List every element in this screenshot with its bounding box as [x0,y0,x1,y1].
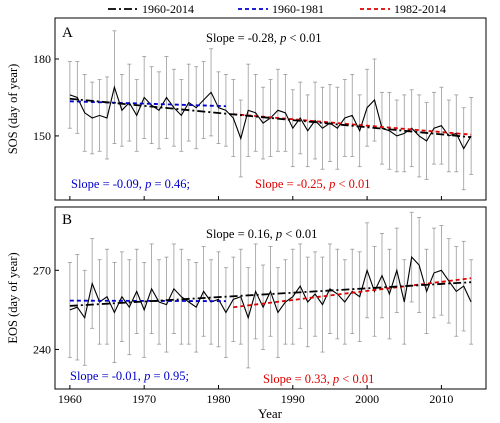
panel-b-letter: B [62,212,72,228]
panel-a-slope-all: Slope = -0.28, p < 0.01 [206,31,322,45]
panel-a-trend-all [69,97,472,139]
panel-b-slope-late-suffix: < 0.01 [339,372,374,386]
panel-b-ytick-label-0: 240 [33,342,51,356]
panel-b-slope-all: Slope = 0.16, p < 0.01 [206,227,317,241]
panel-a-slope-late-p: p [328,177,335,191]
panel-a-slope-all-p: p [279,31,286,45]
panel-b-slope-all-suffix: < 0.01 [282,227,317,241]
panel-a-slope-all-suffix: < 0.01 [286,31,321,45]
legend-label-late: 1982-2014 [394,2,446,16]
panel-b-series-line [69,255,472,320]
panel-b-xtick-label-0: 1960 [58,392,82,406]
panel-b-trend-all [69,281,472,307]
panel-b-ytick-label-1: 270 [33,263,51,277]
panel-a-frame [54,17,487,201]
panel-b-plot: 240 270 1960 1970 1980 1990 2000 2010 [33,211,474,406]
panel-a-slope-all-prefix: Slope = -0.28, [206,31,280,45]
panel-b-trend-late [233,277,472,309]
panel-b-xtick-label-2: 1980 [206,392,230,406]
panel-b-slope-all-p: p [275,227,282,241]
panel-a-ytick-label-0: 150 [33,129,51,143]
panel-b-frame [54,206,487,390]
panel-a-slope-late: Slope = -0.25, p < 0.01 [255,177,371,191]
panel-a-slope-early-suffix: = 0.46; [151,177,190,191]
panel-a-errorbar-2014 [469,97,474,175]
panel-b-errorbar-1960 [67,261,72,358]
x-axis-label: Year [258,406,283,421]
legend-label-all: 1960-2014 [142,2,194,16]
panel-b-slope-early: Slope = -0.01, p = 0.95; [70,369,189,383]
panel-b-slope-late-prefix: Slope = 0.33, [263,372,333,386]
panel-b-xtick-label-3: 1990 [281,392,305,406]
panel-a-slope-early-prefix: Slope = -0.09, [71,177,145,191]
panel-a-slope-early-p: p [144,177,151,191]
panel-a-ytick-label-1: 180 [33,52,51,66]
panel-a-slope-late-suffix: < 0.01 [335,177,370,191]
panel-a: 150 180 A Slope = -0.28, p < 0.01 Slope =… [6,17,487,201]
panel-a-plot: 150 180 [33,30,474,200]
panel-a-ylabel: SOS (day of year) [6,64,20,155]
panel-a-trend-late [233,113,472,136]
panel-b-xtick-label-4: 2000 [355,392,379,406]
panel-b-ylabel: EOS (day of year) [6,252,20,343]
panel-b-trend-early [69,299,226,303]
panel-b-xtick-label-5: 2010 [429,392,453,406]
legend: 1960-2014 1960-1981 1982-2014 [108,2,446,16]
legend-label-early: 1960-1981 [272,2,324,16]
panel-b-xtick-label-1: 1970 [132,392,156,406]
panel-a-slope-late-prefix: Slope = -0.25, [255,177,329,191]
panel-a-trend-early [69,100,226,108]
panel-a-slope-early: Slope = -0.09, p = 0.46; [71,177,190,191]
panel-b: 240 270 1960 1970 1980 1990 2000 2010 B Slope =… [6,206,487,406]
panel-b-slope-late-p: p [332,372,339,386]
panel-a-errorbar-1960 [67,61,72,129]
panel-b-slope-early-prefix: Slope = -0.01, [70,369,144,383]
panel-b-slope-all-prefix: Slope = 0.16, [206,227,276,241]
panel-a-letter: A [62,25,73,41]
panel-b-slope-late: Slope = 0.33, p < 0.01 [263,372,374,386]
panel-b-slope-early-suffix: = 0.95; [150,369,189,383]
panel-b-slope-early-p: p [143,369,150,383]
